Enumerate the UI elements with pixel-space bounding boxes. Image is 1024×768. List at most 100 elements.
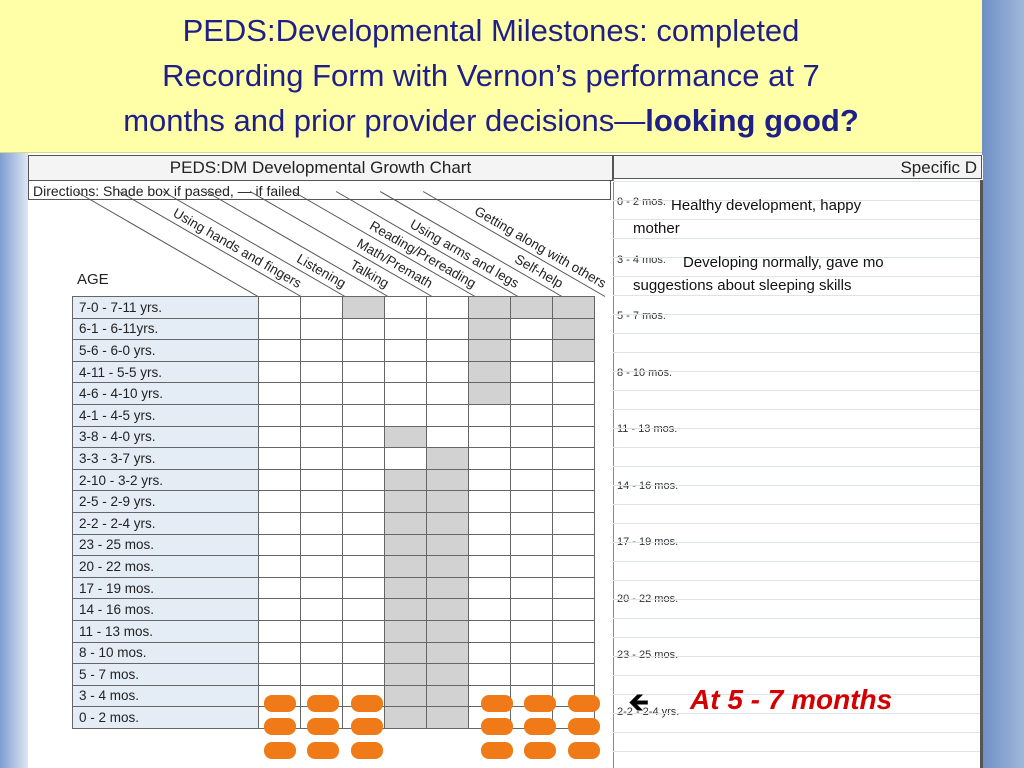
milestone-cell[interactable] [552, 403, 595, 427]
milestone-cell[interactable] [552, 490, 595, 513]
milestone-cell[interactable] [426, 706, 469, 729]
milestone-cell[interactable] [384, 468, 427, 492]
milestone-cell[interactable] [468, 339, 511, 362]
milestone-cell[interactable] [510, 468, 553, 492]
milestone-cell[interactable] [342, 425, 385, 449]
milestone-cell[interactable] [258, 296, 301, 319]
milestone-cell[interactable] [426, 641, 469, 665]
milestone-cell[interactable] [510, 511, 553, 535]
milestone-cell[interactable] [426, 619, 469, 643]
milestone-cell[interactable] [300, 490, 343, 513]
milestone-cell[interactable] [300, 511, 343, 535]
milestone-cell[interactable] [300, 447, 343, 470]
milestone-cell[interactable] [300, 339, 343, 362]
milestone-cell[interactable] [510, 619, 553, 643]
milestone-cell[interactable] [300, 382, 343, 405]
milestone-cell[interactable] [258, 663, 301, 686]
milestone-cell[interactable] [384, 706, 427, 729]
milestone-cell[interactable] [426, 555, 469, 578]
milestone-cell[interactable] [384, 403, 427, 427]
milestone-cell[interactable] [552, 663, 595, 686]
milestone-cell[interactable] [552, 598, 595, 621]
milestone-cell[interactable] [426, 296, 469, 319]
milestone-cell[interactable] [468, 663, 511, 686]
milestone-cell[interactable] [552, 317, 595, 341]
milestone-cell[interactable] [300, 360, 343, 384]
milestone-cell[interactable] [426, 663, 469, 686]
milestone-cell[interactable] [426, 382, 469, 405]
milestone-cell[interactable] [258, 317, 301, 341]
milestone-cell[interactable] [426, 598, 469, 621]
milestone-cell[interactable] [384, 533, 427, 557]
milestone-cell[interactable] [510, 533, 553, 557]
milestone-cell[interactable] [552, 576, 595, 600]
milestone-cell[interactable] [426, 684, 469, 708]
milestone-cell[interactable] [300, 663, 343, 686]
milestone-cell[interactable] [510, 447, 553, 470]
milestone-cell[interactable] [510, 403, 553, 427]
milestone-cell[interactable] [468, 576, 511, 600]
milestone-cell[interactable] [258, 425, 301, 449]
milestone-cell[interactable] [384, 382, 427, 405]
milestone-cell[interactable] [510, 425, 553, 449]
milestone-cell[interactable] [384, 490, 427, 513]
milestone-cell[interactable] [258, 619, 301, 643]
milestone-cell[interactable] [384, 296, 427, 319]
milestone-cell[interactable] [468, 490, 511, 513]
milestone-cell[interactable] [342, 598, 385, 621]
milestone-cell[interactable] [342, 360, 385, 384]
milestone-cell[interactable] [426, 447, 469, 470]
milestone-cell[interactable] [300, 598, 343, 621]
milestone-cell[interactable] [342, 490, 385, 513]
milestone-cell[interactable] [384, 360, 427, 384]
milestone-cell[interactable] [552, 360, 595, 384]
milestone-cell[interactable] [342, 533, 385, 557]
milestone-cell[interactable] [300, 425, 343, 449]
milestone-cell[interactable] [552, 619, 595, 643]
milestone-cell[interactable] [468, 425, 511, 449]
milestone-cell[interactable] [552, 447, 595, 470]
milestone-cell[interactable] [258, 339, 301, 362]
milestone-cell[interactable] [300, 296, 343, 319]
milestone-cell[interactable] [342, 382, 385, 405]
milestone-cell[interactable] [342, 403, 385, 427]
milestone-cell[interactable] [426, 360, 469, 384]
milestone-cell[interactable] [300, 619, 343, 643]
milestone-cell[interactable] [468, 598, 511, 621]
milestone-cell[interactable] [300, 403, 343, 427]
milestone-cell[interactable] [426, 339, 469, 362]
milestone-cell[interactable] [300, 576, 343, 600]
milestone-cell[interactable] [468, 533, 511, 557]
milestone-cell[interactable] [342, 317, 385, 341]
milestone-cell[interactable] [468, 403, 511, 427]
milestone-cell[interactable] [342, 296, 385, 319]
milestone-cell[interactable] [510, 663, 553, 686]
milestone-cell[interactable] [384, 641, 427, 665]
milestone-cell[interactable] [510, 598, 553, 621]
milestone-cell[interactable] [384, 619, 427, 643]
milestone-cell[interactable] [384, 684, 427, 708]
milestone-cell[interactable] [426, 490, 469, 513]
milestone-cell[interactable] [468, 641, 511, 665]
milestone-cell[interactable] [342, 641, 385, 665]
milestone-cell[interactable] [300, 555, 343, 578]
milestone-cell[interactable] [258, 598, 301, 621]
milestone-cell[interactable] [258, 382, 301, 405]
milestone-cell[interactable] [258, 555, 301, 578]
milestone-cell[interactable] [258, 511, 301, 535]
milestone-cell[interactable] [552, 511, 595, 535]
milestone-cell[interactable] [468, 468, 511, 492]
milestone-cell[interactable] [258, 490, 301, 513]
milestone-cell[interactable] [426, 533, 469, 557]
milestone-cell[interactable] [510, 296, 553, 319]
milestone-cell[interactable] [258, 576, 301, 600]
milestone-cell[interactable] [468, 555, 511, 578]
milestone-cell[interactable] [426, 468, 469, 492]
milestone-cell[interactable] [426, 425, 469, 449]
milestone-cell[interactable] [552, 425, 595, 449]
milestone-cell[interactable] [258, 403, 301, 427]
milestone-cell[interactable] [300, 468, 343, 492]
milestone-cell[interactable] [384, 425, 427, 449]
milestone-cell[interactable] [342, 619, 385, 643]
milestone-cell[interactable] [468, 619, 511, 643]
